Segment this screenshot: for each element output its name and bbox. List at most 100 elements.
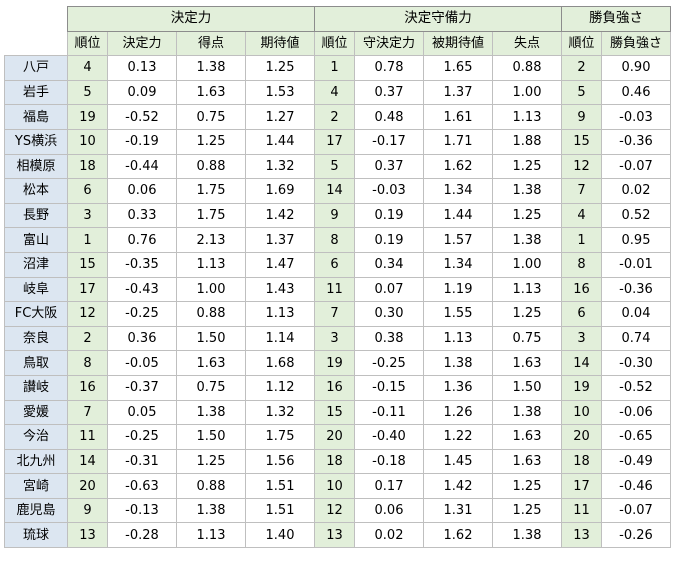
rank-cell: 17 (67, 276, 108, 303)
rank-cell: 12 (561, 153, 602, 180)
table-row: 八戸 4 0.13 1.38 1.25 1 0.78 1.65 0.88 2 0.90 (4, 55, 671, 81)
rank-cell: 15 (67, 251, 108, 278)
column-header: 失点 (492, 30, 562, 57)
value-cell: 1.34 (423, 251, 493, 278)
column-header-row: 順位 決定力 得点 期待値 順位 守決定力 被期待値 失点 順位 勝負強さ (5, 30, 671, 57)
rank-cell: 9 (561, 104, 602, 130)
rank-cell: 11 (67, 424, 108, 450)
value-cell: 0.19 (354, 227, 424, 253)
table-row: 相模原 18 -0.44 0.88 1.32 5 0.37 1.62 1.25 12 -0.07 (4, 153, 671, 180)
value-cell: 1.63 (176, 79, 246, 106)
group-header: 決定守備力 (314, 6, 562, 32)
table-row: 奈良 2 0.36 1.50 1.14 3 0.38 1.13 0.75 3 0.74 (4, 325, 671, 352)
team-name: 北九州 (4, 448, 68, 475)
value-cell: 0.74 (601, 325, 671, 352)
value-cell: 1.26 (423, 399, 493, 426)
value-cell: 0.02 (601, 178, 671, 204)
rank-cell: 9 (314, 202, 355, 229)
value-cell: 1.25 (245, 55, 315, 81)
value-cell: 1.47 (245, 251, 315, 278)
rank-cell: 4 (314, 79, 355, 106)
value-cell: 1.42 (245, 202, 315, 229)
rank-cell: 13 (67, 522, 108, 549)
table-row: 岐阜 17 -0.43 1.00 1.43 11 0.07 1.19 1.13 16 -0.36 (4, 276, 671, 303)
value-cell: 1.25 (492, 202, 562, 229)
value-cell: -0.49 (601, 448, 671, 475)
value-cell: 1.51 (245, 497, 315, 524)
rank-cell: 3 (561, 325, 602, 352)
value-cell: 1.36 (423, 374, 493, 401)
rank-cell: 2 (314, 104, 355, 130)
value-cell: -0.40 (354, 424, 424, 450)
value-cell: 1.13 (176, 522, 246, 549)
rank-cell: 14 (561, 350, 602, 376)
corner-blank (5, 7, 68, 32)
rank-cell: 1 (67, 227, 108, 253)
column-header: 守決定力 (354, 30, 424, 57)
value-cell: -0.52 (107, 104, 177, 130)
value-cell: 1.38 (176, 399, 246, 426)
value-cell: 0.05 (107, 399, 177, 426)
value-cell: 1.25 (492, 473, 562, 499)
rank-cell: 1 (561, 227, 602, 253)
value-cell: -0.01 (601, 251, 671, 278)
value-cell: 1.13 (492, 104, 562, 130)
value-cell: 0.06 (107, 178, 177, 204)
value-cell: 1.62 (423, 153, 493, 180)
rank-cell: 15 (561, 128, 602, 155)
value-cell: 1.37 (245, 227, 315, 253)
rank-cell: 10 (314, 473, 355, 499)
value-cell: 1.25 (176, 448, 246, 475)
table-row: 岩手 5 0.09 1.63 1.53 4 0.37 1.37 1.00 5 0.46 (4, 79, 671, 106)
team-name: 富山 (4, 227, 68, 253)
value-cell: -0.44 (107, 153, 177, 180)
value-cell: 0.37 (354, 79, 424, 106)
rank-cell: 14 (314, 178, 355, 204)
table-row: 富山 1 0.76 2.13 1.37 8 0.19 1.57 1.38 1 0.95 (4, 227, 671, 253)
value-cell: 1.75 (245, 424, 315, 450)
value-cell: 1.13 (245, 301, 315, 327)
team-name: 相模原 (4, 153, 68, 180)
team-name: 岩手 (4, 79, 68, 106)
value-cell: 1.22 (423, 424, 493, 450)
value-cell: 0.04 (601, 301, 671, 327)
value-cell: 1.13 (423, 325, 493, 352)
value-cell: 0.30 (354, 301, 424, 327)
rank-cell: 12 (314, 497, 355, 524)
rank-cell: 6 (561, 301, 602, 327)
value-cell: 1.13 (492, 276, 562, 303)
rank-cell: 16 (561, 276, 602, 303)
rank-cell: 3 (314, 325, 355, 352)
rank-cell: 12 (67, 301, 108, 327)
value-cell: 1.65 (423, 55, 493, 81)
table-row: 沼津 15 -0.35 1.13 1.47 6 0.34 1.34 1.00 8 -0.01 (4, 251, 671, 278)
value-cell: 1.32 (245, 153, 315, 180)
value-cell: -0.25 (354, 350, 424, 376)
value-cell: 0.07 (354, 276, 424, 303)
value-cell: -0.26 (601, 522, 671, 549)
value-cell: 0.36 (107, 325, 177, 352)
value-cell: 0.46 (601, 79, 671, 106)
rank-cell: 20 (314, 424, 355, 450)
rank-cell: 2 (561, 55, 602, 81)
rank-cell: 14 (67, 448, 108, 475)
value-cell: -0.31 (107, 448, 177, 475)
value-cell: 0.75 (492, 325, 562, 352)
value-cell: 1.40 (245, 522, 315, 549)
column-header: 得点 (176, 30, 246, 57)
rank-cell: 17 (314, 128, 355, 155)
value-cell: 1.55 (423, 301, 493, 327)
value-cell: -0.18 (354, 448, 424, 475)
column-header: 期待値 (245, 30, 315, 57)
value-cell: -0.19 (107, 128, 177, 155)
rank-cell: 11 (561, 497, 602, 524)
column-header: 決定力 (107, 30, 177, 57)
table-row: FC大阪 12 -0.25 0.88 1.13 7 0.30 1.55 1.25 6 0.04 (4, 301, 671, 327)
team-name: 岐阜 (4, 276, 68, 303)
value-cell: 1.45 (423, 448, 493, 475)
rank-cell: 3 (67, 202, 108, 229)
value-cell: 1.37 (423, 79, 493, 106)
rank-cell: 8 (561, 251, 602, 278)
rank-cell: 19 (561, 374, 602, 401)
value-cell: 1.50 (176, 325, 246, 352)
